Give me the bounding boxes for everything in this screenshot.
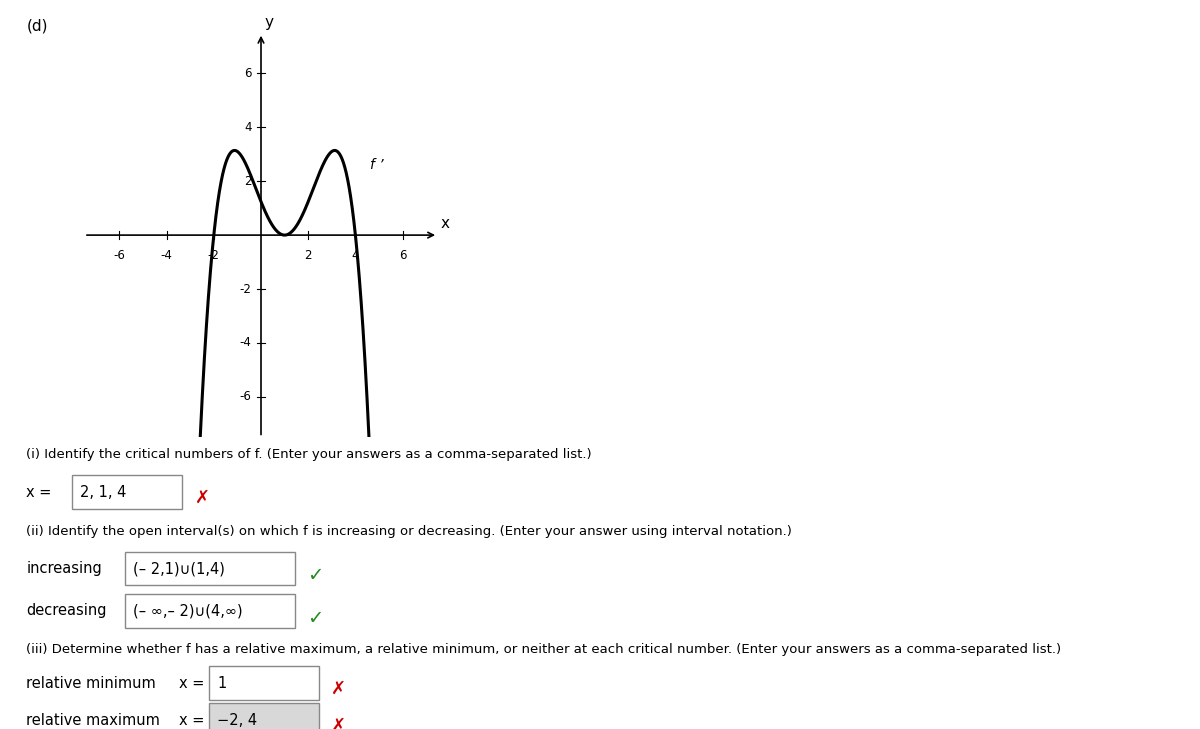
Text: 4: 4	[244, 121, 252, 133]
Text: x =: x =	[179, 713, 204, 728]
Text: ✓: ✓	[307, 566, 324, 585]
Text: -2: -2	[208, 249, 220, 262]
Text: (– ∞,– 2)∪(4,∞): (– ∞,– 2)∪(4,∞)	[133, 604, 242, 618]
Text: ✗: ✗	[331, 717, 347, 729]
Text: 2: 2	[244, 175, 252, 187]
Text: 2: 2	[305, 249, 312, 262]
Text: 6: 6	[398, 249, 407, 262]
Text: −2, 4: −2, 4	[217, 713, 257, 728]
Text: x: x	[440, 216, 449, 231]
Text: 2, 1, 4: 2, 1, 4	[80, 485, 127, 499]
Text: y: y	[264, 15, 274, 30]
Text: ✓: ✓	[307, 609, 324, 628]
Text: (ii) Identify the open interval(s) on which f is increasing or decreasing. (Ente: (ii) Identify the open interval(s) on wh…	[26, 525, 792, 538]
Text: relative maximum: relative maximum	[26, 713, 161, 728]
Text: 4: 4	[352, 249, 359, 262]
Text: relative minimum: relative minimum	[26, 676, 156, 690]
Text: increasing: increasing	[26, 561, 102, 576]
Text: -4: -4	[161, 249, 173, 262]
Text: f ’: f ’	[370, 158, 383, 172]
Text: 1: 1	[217, 676, 227, 690]
Text: -6: -6	[240, 391, 252, 403]
Text: (– 2,1)∪(1,4): (– 2,1)∪(1,4)	[133, 561, 226, 576]
Text: ✗: ✗	[194, 489, 210, 507]
Text: (d): (d)	[26, 18, 48, 34]
Text: -4: -4	[240, 337, 252, 349]
Text: (i) Identify the critical numbers of f. (Enter your answers as a comma-separated: (i) Identify the critical numbers of f. …	[26, 448, 592, 461]
Text: -6: -6	[114, 249, 125, 262]
Text: (iii) Determine whether f has a relative maximum, a relative minimum, or neither: (iii) Determine whether f has a relative…	[26, 643, 1062, 656]
Text: ✗: ✗	[331, 680, 347, 698]
Text: 6: 6	[244, 67, 252, 79]
Text: -2: -2	[240, 283, 252, 295]
Text: x =: x =	[179, 676, 204, 690]
Text: x =: x =	[26, 485, 52, 499]
Text: decreasing: decreasing	[26, 604, 107, 618]
